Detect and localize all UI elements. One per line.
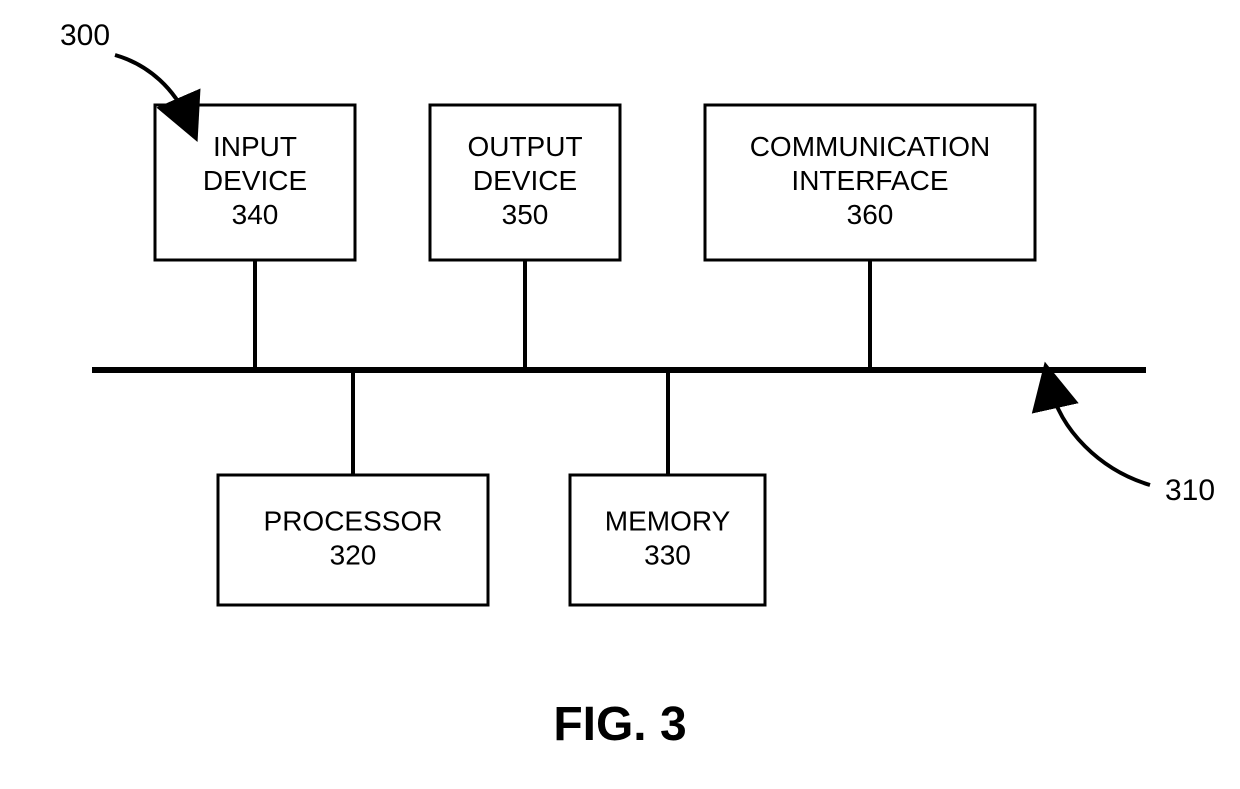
node-label: OUTPUT [467,131,582,162]
ref-callout-label: 300 [60,19,110,52]
node-ref: 360 [847,199,894,230]
node-ref: 350 [502,199,549,230]
node-label: INPUT [213,131,297,162]
node-label: INTERFACE [791,165,948,196]
node-label: MEMORY [605,505,731,536]
node-ref: 340 [232,199,279,230]
block-diagram: INPUTDEVICE340OUTPUTDEVICE350COMMUNICATI… [0,0,1240,789]
ref-callout-label: 310 [1165,474,1215,507]
node-ref: 320 [330,539,377,570]
node-label: DEVICE [203,165,307,196]
node-label: COMMUNICATION [750,131,991,162]
node-label: PROCESSOR [264,505,443,536]
node-label: DEVICE [473,165,577,196]
ref-callout-arrow [1050,385,1150,485]
figure-title: FIG. 3 [553,698,686,751]
node-ref: 330 [644,539,691,570]
